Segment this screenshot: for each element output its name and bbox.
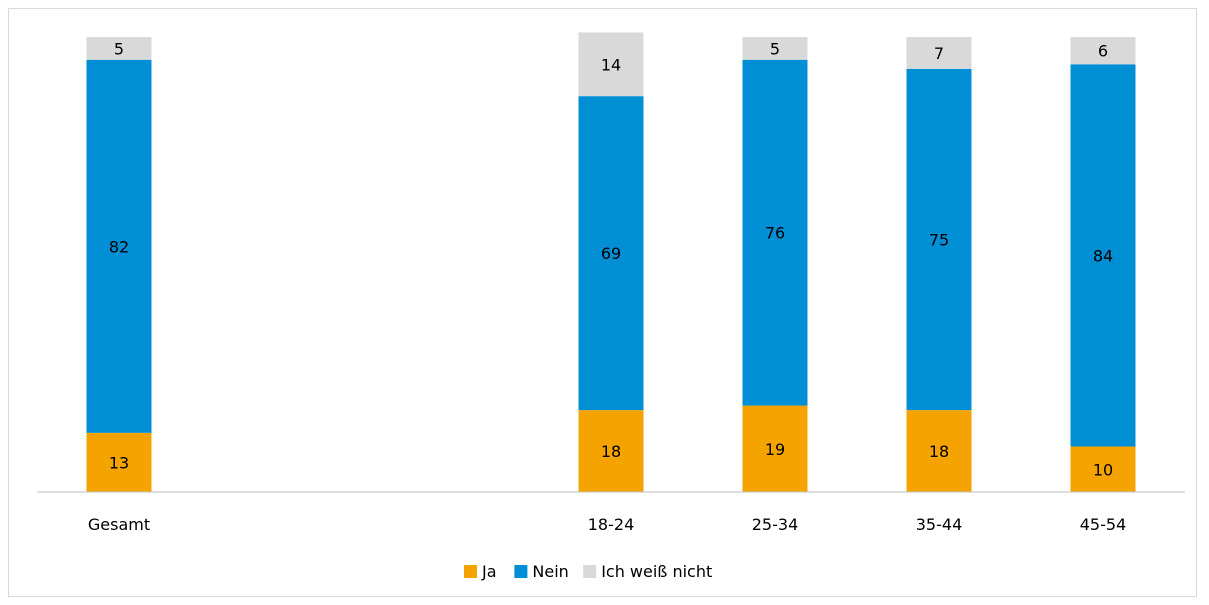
x-tick-label: 45-54: [1080, 515, 1127, 534]
bar-segment: [86, 59, 152, 433]
legend-swatch: [583, 565, 597, 578]
x-tick-label: 25-34: [752, 515, 799, 534]
data-label: 18: [929, 442, 949, 461]
legend-label: Nein: [532, 562, 568, 581]
bar-segment: [578, 32, 644, 97]
data-label: 82: [109, 237, 129, 256]
data-label: 18: [601, 442, 621, 461]
bar-segment: [1070, 37, 1136, 65]
bar-segment: [906, 410, 972, 492]
data-label: 75: [929, 230, 949, 249]
data-label: 13: [109, 453, 129, 472]
bar-segment: [86, 37, 152, 60]
data-label: 5: [114, 39, 124, 58]
data-label: 19: [765, 440, 785, 459]
bar-segment: [906, 68, 972, 411]
bar-segment: [742, 37, 808, 60]
data-label: 5: [770, 39, 780, 58]
x-tick-label: 35-44: [916, 515, 963, 534]
bar-segment: [578, 410, 644, 492]
x-tick-label: 18-24: [588, 515, 635, 534]
data-label: 14: [601, 55, 621, 74]
bar-segment: [86, 432, 152, 492]
data-label: 69: [601, 244, 621, 263]
x-tick-label: Gesamt: [88, 515, 150, 534]
legend-swatch: [464, 565, 477, 578]
bar-segment: [906, 37, 972, 69]
data-label: 76: [765, 224, 785, 243]
bar-segment: [742, 405, 808, 492]
data-label: 84: [1093, 246, 1113, 265]
bar-segment: [1070, 64, 1136, 447]
bar-segment: [578, 96, 644, 411]
bar-segment: [1070, 446, 1136, 492]
data-label: 10: [1093, 460, 1113, 479]
data-label: 6: [1098, 42, 1108, 61]
legend-label: Ja: [481, 562, 497, 581]
data-label: 7: [934, 44, 944, 63]
bar-segment: [742, 59, 808, 406]
legend-label: Ich weiß nicht: [601, 562, 712, 581]
legend-swatch: [514, 565, 528, 578]
